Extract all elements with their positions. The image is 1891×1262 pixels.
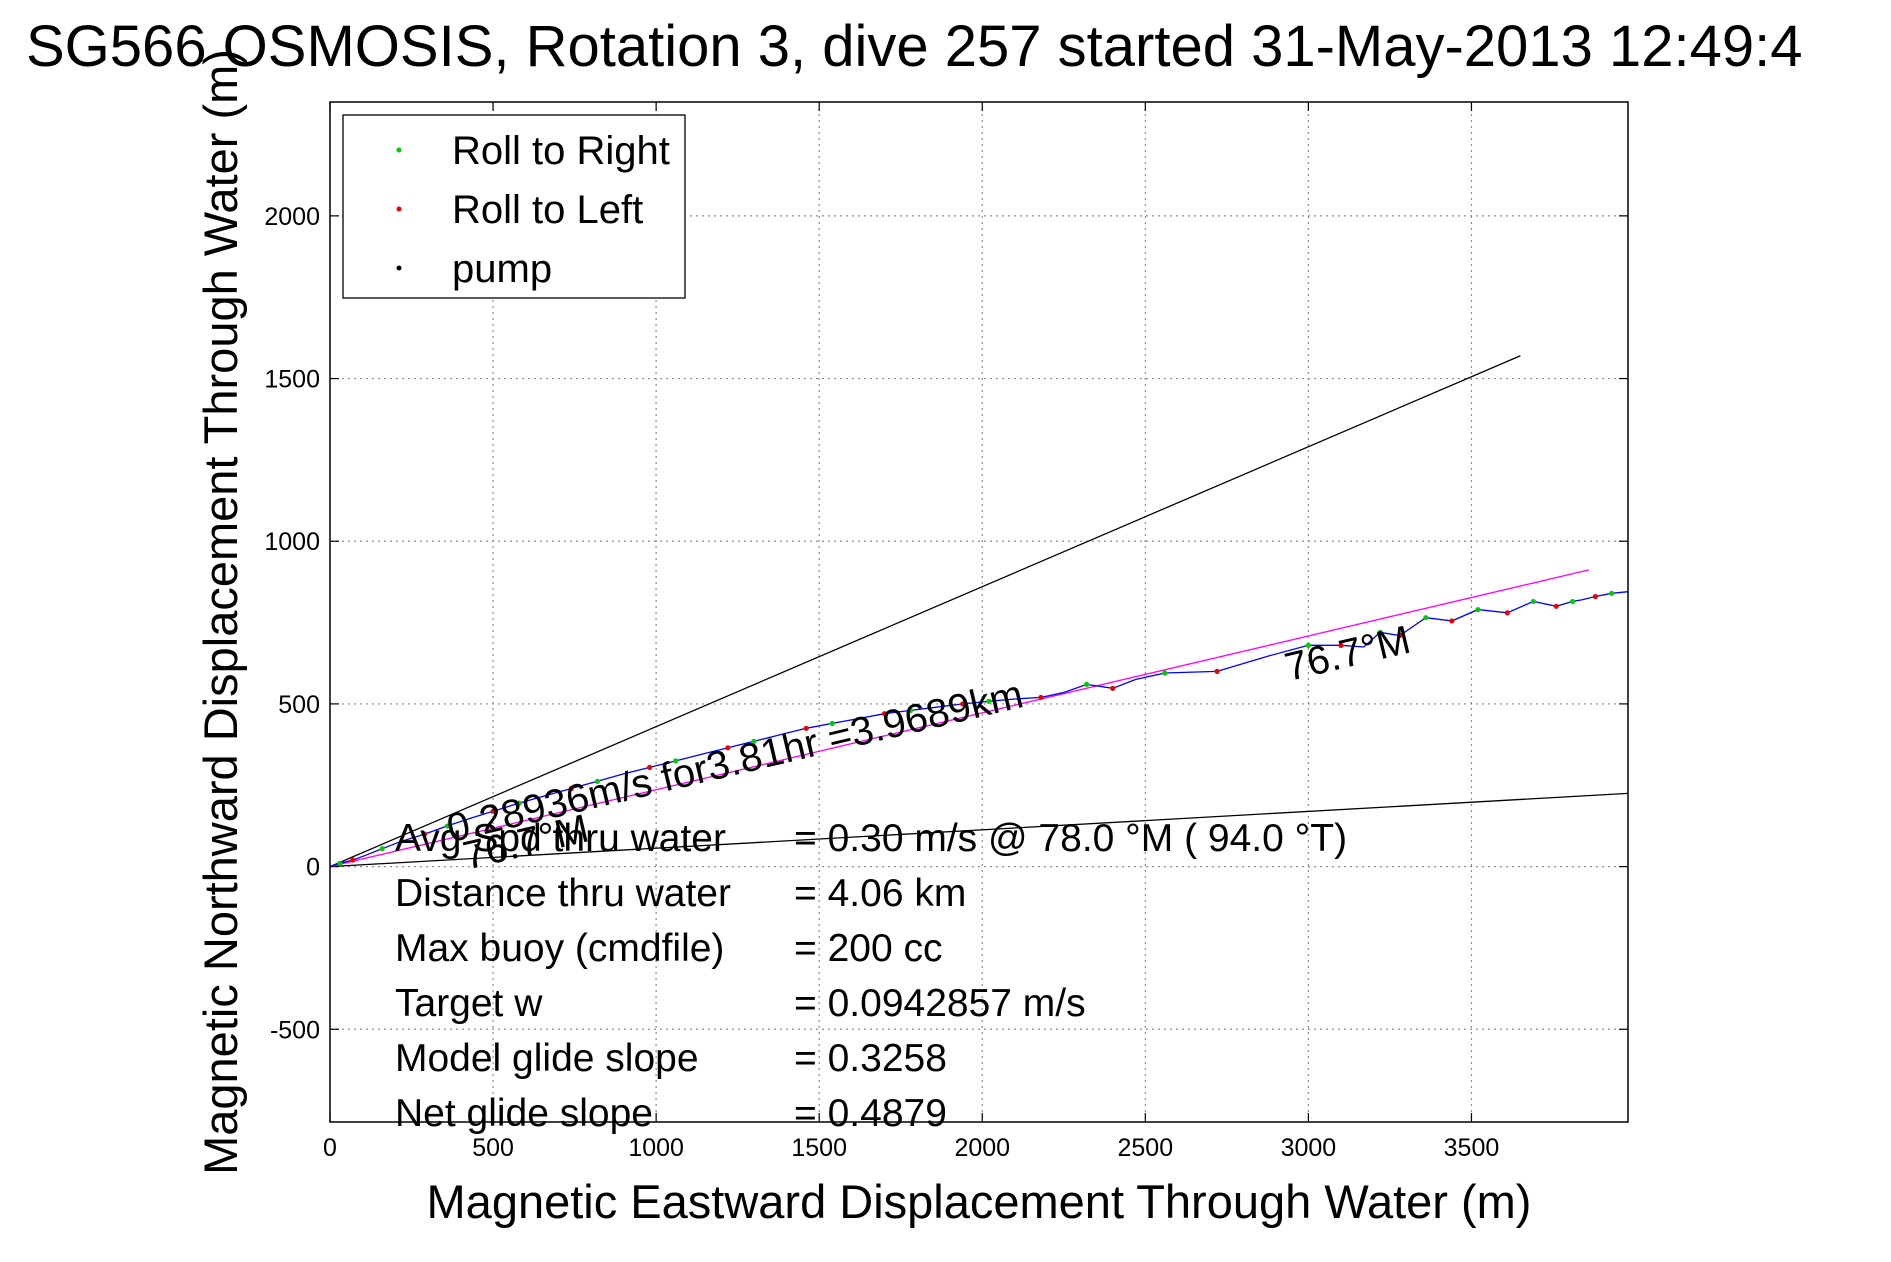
roll-left-point (1449, 618, 1455, 624)
y-axis-label: Magnetic Northward Displacement Through … (194, 49, 247, 1175)
series-layer (329, 355, 1629, 868)
reference-line-3 (329, 569, 1590, 868)
axis-ticks: 0 500 1000 1500 2000 2500 3000 3500 -500 0 500 1000… (264, 102, 1628, 1162)
roll-right-point (516, 800, 522, 806)
x-tick-label: 3500 (1444, 1134, 1500, 1162)
stat-label: Net glide slope (395, 1092, 653, 1135)
roll-left-point (350, 857, 356, 863)
roll-right-point (1530, 598, 1537, 605)
stat-label: Avg Spd thru water (395, 817, 726, 860)
roll-left-point (568, 785, 574, 792)
roll-right-point (1569, 598, 1576, 605)
legend-marker (396, 147, 402, 153)
stat-label: Model glide slope (395, 1037, 699, 1080)
plot-frame (329, 101, 1629, 1123)
y-tick-label: 1500 (264, 366, 320, 394)
x-axis-label: Magnetic Eastward Displacement Through W… (427, 1175, 1532, 1228)
roll-right-point (379, 846, 385, 852)
y-tick-label: 1000 (264, 528, 320, 556)
legend-marker (396, 265, 402, 271)
legend: Roll to Right Roll to Left pump (342, 114, 686, 299)
stat-label: Max buoy (cmdfile) (395, 927, 724, 970)
stat-value: = 0.30 m/s @ 78.0 °M ( 94.0 °T) (794, 817, 1347, 860)
y-tick-label: 500 (278, 691, 320, 719)
roll-right-point (1305, 642, 1311, 648)
roll-left-point (1214, 668, 1220, 674)
roll-right-point (1162, 670, 1168, 676)
legend-label: Roll to Left (452, 188, 643, 232)
roll-right-point (673, 758, 679, 764)
roll-right-point (1609, 590, 1615, 596)
roll-right-point (444, 823, 451, 829)
x-tick-label: 0 (323, 1134, 337, 1162)
stat-label: Target w (395, 982, 543, 1025)
roll-right-point (1084, 681, 1090, 687)
legend-label: Roll to Right (452, 129, 670, 173)
stats-block: Avg Spd thru water = 0.30 m/s @ 78.0 °M (… (395, 817, 1347, 1135)
legend-marker (396, 206, 402, 212)
roll-left-point (1110, 685, 1116, 691)
reference-line-1 (329, 355, 1521, 868)
roll-right-point (337, 860, 343, 866)
roll-left-point (490, 808, 496, 814)
x-tick-label: 3000 (1281, 1134, 1337, 1162)
stat-value: = 200 cc (794, 927, 943, 970)
roll-right-point (1377, 629, 1383, 635)
x-tick-label: 1500 (791, 1134, 847, 1162)
roll-left-point (960, 701, 966, 707)
x-tick-label: 1000 (628, 1134, 684, 1162)
stat-value: = 0.3258 (794, 1037, 947, 1080)
roll-left-point (1038, 694, 1044, 701)
roll-left-point (421, 831, 428, 837)
roll-right-point (986, 698, 992, 704)
x-tick-label: 2500 (1118, 1134, 1174, 1162)
roll-left-point (1504, 610, 1510, 616)
roll-left-point (725, 745, 731, 751)
reference-line-2 (329, 792, 1629, 868)
roll-right-point (751, 738, 757, 744)
y-tick-label: -500 (270, 1016, 320, 1044)
roll-left-point (803, 725, 809, 731)
legend-label: pump (452, 247, 552, 291)
stat-value: = 4.06 km (794, 872, 966, 915)
roll-left-point (881, 711, 888, 717)
roll-left-point (1338, 642, 1344, 648)
roll-right-point (829, 720, 835, 727)
roll-right-point (594, 778, 601, 784)
roll-right-point (1423, 615, 1429, 621)
roll-left-point (647, 764, 653, 770)
y-tick-label: 2000 (264, 203, 320, 231)
stat-label: Distance thru water (395, 872, 731, 915)
chart-title: SG566 OSMOSIS, Rotation 3, dive 257 star… (26, 14, 1802, 79)
roll-left-point (1553, 603, 1559, 609)
roll-right-point (907, 707, 914, 714)
track-line (329, 591, 1629, 868)
stat-value: = 0.4879 (794, 1092, 947, 1135)
roll-left-point (1592, 593, 1598, 600)
roll-left-point (1397, 632, 1403, 639)
x-tick-label: 500 (472, 1134, 514, 1162)
roll-right-point (1475, 606, 1481, 613)
stat-value: = 0.0942857 m/s (794, 982, 1086, 1025)
y-tick-label: 0 (306, 854, 320, 882)
x-tick-label: 2000 (954, 1134, 1010, 1162)
